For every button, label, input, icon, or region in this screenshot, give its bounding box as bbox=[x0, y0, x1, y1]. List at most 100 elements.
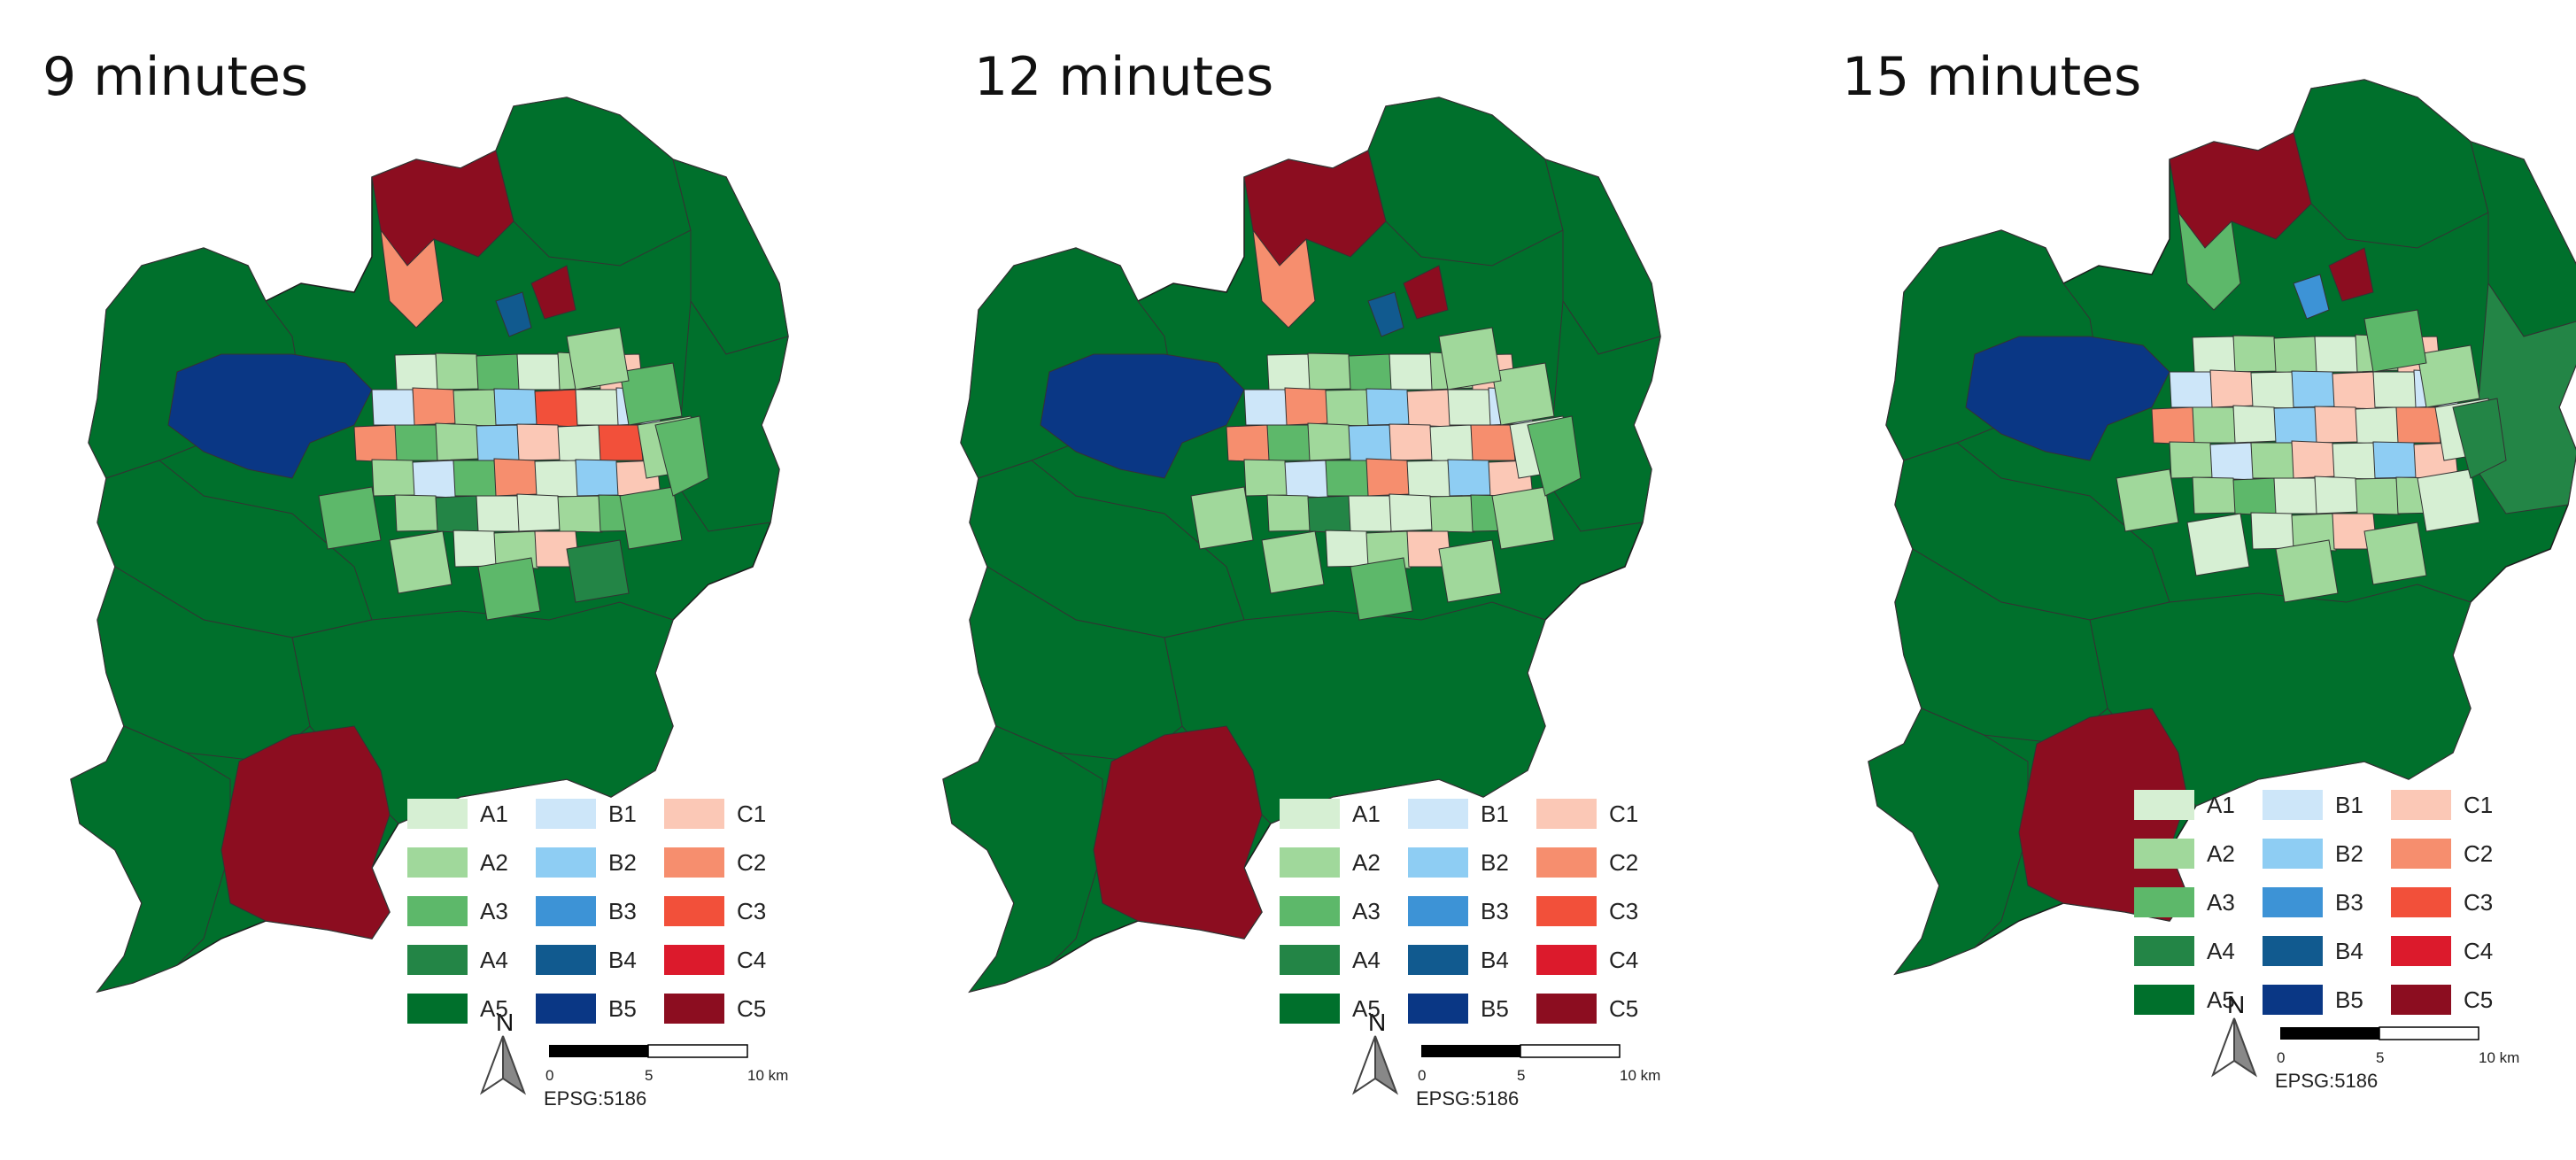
district-b1 bbox=[1243, 389, 1289, 426]
district-b2 bbox=[2372, 441, 2418, 479]
legend-swatch bbox=[1536, 799, 1597, 829]
district-b2 bbox=[1447, 459, 1493, 497]
district-c5 bbox=[530, 265, 576, 320]
district-b4 bbox=[1367, 291, 1404, 337]
district-a3 bbox=[2232, 477, 2278, 516]
legend-label: C4 bbox=[2464, 937, 2494, 964]
district-a2 bbox=[2250, 442, 2296, 479]
legend-item-c2: C2 bbox=[2391, 839, 2493, 869]
choropleth-map: 0 5 10 km EPSG:5186 N bbox=[70, 97, 789, 1110]
legend-item-a3: A3 bbox=[2134, 887, 2235, 917]
legend-label: A4 bbox=[480, 946, 508, 973]
legend-swatch bbox=[407, 945, 468, 975]
legend-item-b1: B1 bbox=[2263, 790, 2363, 820]
legend-label: C1 bbox=[2464, 791, 2494, 818]
district-b2 bbox=[476, 424, 522, 462]
legend-label: B1 bbox=[608, 800, 637, 827]
district-a3 bbox=[1325, 460, 1371, 497]
legend-label: B2 bbox=[2335, 839, 2363, 867]
district-a2 bbox=[1261, 530, 1325, 594]
legend-label: A2 bbox=[2207, 839, 2235, 867]
legend-item-b1: B1 bbox=[1408, 799, 1509, 829]
district-a2 bbox=[2275, 539, 2339, 603]
panel-title: 9 minutes bbox=[43, 46, 309, 108]
legend-swatch bbox=[2391, 887, 2451, 917]
scale-tick-label: 0 bbox=[2277, 1049, 2285, 1066]
legend-item-b1: B1 bbox=[536, 799, 637, 829]
district-a3 bbox=[619, 362, 683, 426]
legend-swatch bbox=[664, 799, 724, 829]
legend-item-b2: B2 bbox=[1408, 847, 1509, 878]
legend-item-a5: A5 bbox=[2134, 985, 2235, 1015]
north-label: N bbox=[496, 1009, 514, 1036]
legend-item-b4: B4 bbox=[1408, 945, 1509, 975]
legend-swatch bbox=[1536, 847, 1597, 878]
legend-swatch bbox=[2391, 839, 2451, 869]
district-a1 bbox=[2332, 442, 2378, 480]
district-a1 bbox=[2250, 512, 2296, 550]
legend-item-a5: A5 bbox=[1280, 994, 1381, 1024]
legend-swatch bbox=[1280, 847, 1340, 878]
district-a5 bbox=[969, 566, 1183, 762]
legend-item-a4: A4 bbox=[1280, 945, 1381, 975]
legend-swatch bbox=[664, 994, 724, 1024]
crs-label: EPSG:5186 bbox=[544, 1087, 646, 1110]
district-c2 bbox=[412, 387, 458, 426]
district-c3 bbox=[598, 424, 644, 461]
north-label: N bbox=[1368, 1009, 1386, 1036]
legend-label: C5 bbox=[737, 994, 767, 1022]
legend-item-a3: A3 bbox=[1280, 896, 1381, 926]
crs-label: EPSG:5186 bbox=[1416, 1087, 1519, 1110]
district-c2 bbox=[2151, 406, 2197, 445]
panel-title: 12 minutes bbox=[974, 46, 1274, 108]
district-a2 bbox=[2192, 476, 2238, 514]
district-c1 bbox=[2209, 369, 2255, 408]
legend-label: A3 bbox=[480, 897, 508, 924]
district-c2 bbox=[1226, 424, 1272, 463]
district-a1 bbox=[534, 460, 580, 498]
legend-item-a4: A4 bbox=[407, 945, 508, 975]
legend-item-a4: A4 bbox=[2134, 936, 2235, 966]
district-c2 bbox=[2395, 406, 2441, 444]
district-a3 bbox=[318, 486, 382, 550]
legend-item-a2: A2 bbox=[2134, 839, 2235, 869]
district-c2 bbox=[1365, 458, 1412, 497]
district-b2 bbox=[1365, 388, 1412, 426]
district-b2 bbox=[2291, 370, 2337, 408]
legend-swatch bbox=[2134, 839, 2194, 869]
legend-label: A2 bbox=[480, 848, 508, 876]
district-a1 bbox=[1266, 353, 1312, 391]
legend-swatch bbox=[1408, 799, 1468, 829]
legend-swatch bbox=[2134, 985, 2194, 1015]
legend-label: B5 bbox=[1481, 994, 1509, 1022]
district-c2 bbox=[380, 228, 444, 329]
legend-item-c2: C2 bbox=[664, 847, 766, 878]
district-a2 bbox=[435, 352, 481, 391]
legend-swatch bbox=[2134, 936, 2194, 966]
district-c2 bbox=[1284, 387, 1330, 426]
legend-label: C1 bbox=[1609, 800, 1639, 827]
district-a5 bbox=[1894, 548, 2108, 745]
district-c1 bbox=[1406, 389, 1452, 428]
legend-label: C2 bbox=[2464, 839, 2494, 867]
district-a2 bbox=[1491, 486, 1555, 550]
district-a2 bbox=[1325, 389, 1371, 427]
district-a2 bbox=[2417, 344, 2480, 408]
legend-swatch bbox=[2391, 985, 2451, 1015]
legend-item-b3: B3 bbox=[2263, 887, 2363, 917]
legend-swatch bbox=[1280, 799, 1340, 829]
district-b1 bbox=[2169, 371, 2215, 408]
legend-swatch bbox=[1408, 994, 1468, 1024]
legend-label: A1 bbox=[1352, 800, 1381, 827]
district-a3 bbox=[2363, 309, 2427, 373]
legend-label: B5 bbox=[2335, 986, 2363, 1013]
district-c1 bbox=[2332, 371, 2378, 410]
legend-swatch bbox=[2263, 985, 2323, 1015]
legend-label: B4 bbox=[1481, 946, 1509, 973]
legend-swatch bbox=[664, 896, 724, 926]
legend-label: A4 bbox=[1352, 946, 1381, 973]
district-a3 bbox=[654, 415, 709, 497]
legend-item-b5: B5 bbox=[2263, 985, 2363, 1015]
district-a4 bbox=[1307, 495, 1353, 534]
legend-label: B4 bbox=[608, 946, 637, 973]
